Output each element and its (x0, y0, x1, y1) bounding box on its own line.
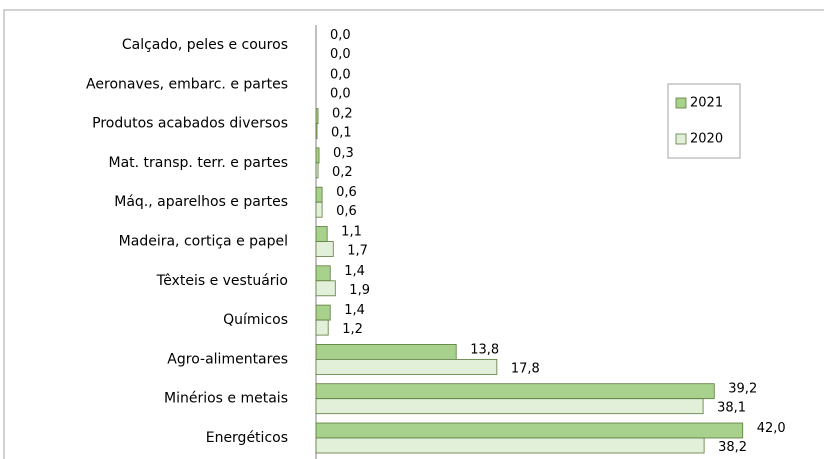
category-label: Madeira, cortiça e papel (119, 234, 288, 250)
category-label: Aeronaves, embarc. e partes (86, 76, 288, 92)
bar (315, 358, 498, 375)
value-label: 1,7 (347, 244, 368, 259)
value-label: 0,6 (336, 204, 357, 219)
value-label: 13,8 (470, 342, 499, 357)
bar (315, 319, 329, 336)
category-label: Químicos (223, 312, 288, 328)
bar (315, 162, 319, 179)
bar (315, 186, 323, 203)
legend-label: 2020 (690, 132, 723, 147)
value-label: 0,0 (330, 67, 351, 82)
bar (315, 226, 328, 242)
category-label: Produtos acabados diversos (92, 116, 288, 132)
value-label: 1,4 (344, 303, 365, 318)
legend-swatch (675, 97, 687, 109)
bar (315, 437, 705, 454)
value-label: 38,1 (717, 401, 746, 416)
value-label: 1,4 (344, 264, 365, 279)
legend-swatch (675, 133, 687, 145)
legend-box (667, 83, 741, 159)
bar (315, 108, 319, 124)
value-label: 0,1 (331, 126, 352, 141)
category-label: Máq., aparelhos e partes (114, 194, 288, 210)
bar (315, 343, 457, 360)
bar (315, 147, 320, 164)
category-label: Mat. transp. terr. e partes (109, 155, 289, 171)
value-label: 1,2 (342, 322, 363, 337)
value-label: 1,9 (349, 283, 370, 298)
chart-frame (3, 9, 824, 459)
value-label: 0,0 (330, 47, 351, 62)
bar (315, 422, 744, 439)
value-label: 0,3 (333, 146, 354, 161)
category-label: Calçado, peles e couros (122, 37, 288, 53)
bar (315, 241, 334, 257)
bar (315, 280, 336, 297)
category-label: Agro-alimentares (167, 351, 288, 367)
value-label: 39,2 (728, 382, 757, 397)
bar (315, 265, 331, 282)
value-label: 0,2 (332, 165, 353, 180)
value-label: 0,6 (336, 185, 357, 200)
category-label: Energéticos (206, 430, 288, 446)
bar (315, 398, 704, 415)
bar (315, 383, 715, 400)
bar (315, 201, 323, 218)
bar (315, 304, 331, 321)
value-label: 0,2 (332, 107, 353, 122)
category-label: Têxteis e vestuário (156, 273, 288, 289)
legend-label: 2021 (690, 96, 723, 111)
value-label: 38,2 (718, 440, 747, 455)
value-label: 1,1 (341, 225, 362, 240)
value-label: 17,8 (511, 361, 540, 376)
category-label: Minérios e metais (164, 391, 288, 407)
value-label: 0,0 (330, 28, 351, 43)
value-label: 0,0 (330, 86, 351, 101)
value-label: 42,0 (757, 421, 786, 436)
bar (315, 123, 318, 139)
